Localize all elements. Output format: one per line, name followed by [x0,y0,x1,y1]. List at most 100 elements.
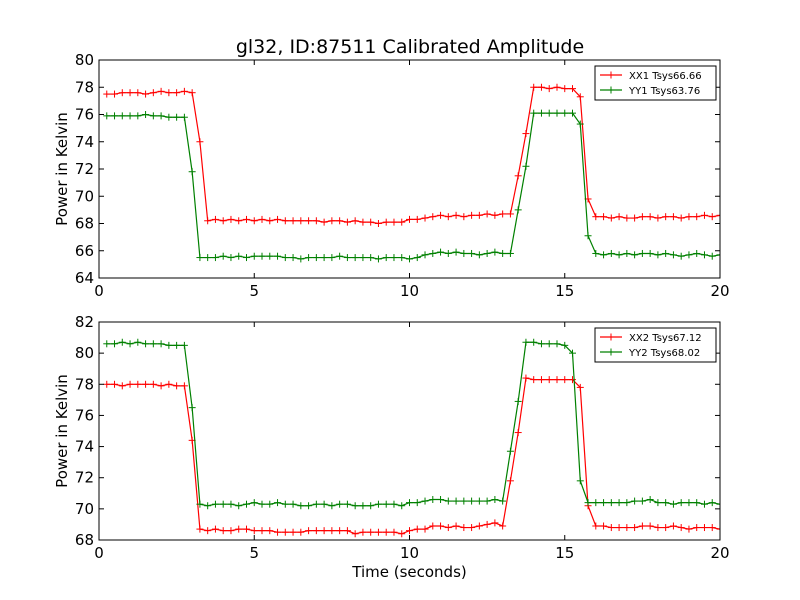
y-tick-label: 70 [75,187,94,205]
data-point [437,211,445,219]
data-point [227,215,235,223]
data-point [250,217,258,225]
data-point [662,213,670,221]
data-point [204,254,212,262]
data-point [537,109,545,117]
y-tick-label: 74 [75,438,94,456]
data-point [173,89,181,97]
data-point [421,497,429,505]
data-point [274,252,282,260]
data-point [258,500,266,508]
x-tick-label: 10 [400,282,419,300]
data-point [351,502,359,510]
data-point [111,380,119,388]
data-point [266,252,274,260]
data-point [708,524,716,532]
data-point [328,527,336,535]
data-point [623,214,631,222]
data-point [235,502,243,510]
data-point [126,89,134,97]
legend-entry: YY2 Tsys68.02 [600,348,700,359]
data-point [398,502,406,510]
data-point [631,497,639,505]
data-point [180,341,188,349]
data-point [437,248,445,256]
data-point [250,527,258,535]
y-tick-label: 66 [75,242,94,260]
data-point [607,524,615,532]
data-point [607,214,615,222]
data-point [499,497,507,505]
data-point [491,496,499,504]
data-point [483,520,491,528]
data-point [242,525,250,533]
data-point [537,340,545,348]
data-point [716,211,720,219]
data-point [491,211,499,219]
data-point [165,341,173,349]
data-point [266,527,274,535]
series-line [106,377,720,535]
y-tick-label: 68 [75,215,94,233]
data-point [444,524,452,532]
data-point [188,168,196,176]
y-tick-label: 80 [75,344,94,362]
data-point [700,524,708,532]
data-point [103,112,111,120]
data-point [204,527,212,535]
data-point [522,338,530,346]
data-point [444,249,452,257]
data-point [367,502,375,510]
data-point [631,214,639,222]
data-point [669,522,677,530]
data-point [514,397,522,405]
data-point [685,251,693,259]
data-point [693,249,701,257]
data-point [142,380,150,388]
data-point [274,528,282,536]
data-point [398,530,406,538]
data-point [343,500,351,508]
data-point [584,499,592,507]
data-point [157,340,165,348]
data-point [328,254,336,262]
data-point [600,213,608,221]
data-point [382,254,390,262]
data-point [561,376,569,384]
x-tick-label: 10 [400,544,419,562]
y-tick-label: 70 [75,500,94,518]
data-point [607,499,615,507]
data-point [336,500,344,508]
data-point [289,528,297,536]
data-point [359,218,367,226]
data-point [545,109,553,117]
data-point [258,527,266,535]
data-point [149,380,157,388]
data-point [165,380,173,388]
data-point [413,525,421,533]
plot-bottom: 0 5 10 15 20 68 70 72 74 76 78 80 82 Power in Kelvin T… [53,313,730,581]
data-point [266,217,274,225]
legend-entry: YY1 Tsys63.76 [600,86,700,97]
data-point [227,527,235,535]
data-point [638,497,646,505]
data-point [111,90,119,98]
data-point [654,251,662,259]
data-point [444,497,452,505]
figure-title: gl32, ID:87511 Calibrated Amplitude [236,36,584,58]
y-tick-label: 74 [75,133,94,151]
series-2 [103,338,720,510]
y-tick-label: 80 [75,51,94,69]
data-point [584,232,592,240]
data-point [569,376,577,384]
data-point [211,500,219,508]
data-point [305,217,313,225]
x-tick-label: 20 [710,544,729,562]
data-point [429,522,437,530]
data-point [374,500,382,508]
data-point [242,254,250,262]
data-point [615,251,623,259]
data-point [305,502,313,510]
data-point [351,530,359,538]
